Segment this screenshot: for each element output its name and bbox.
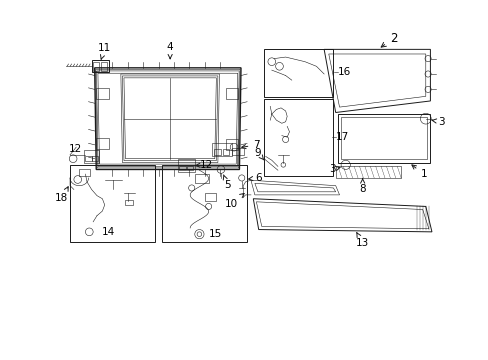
Text: 12: 12 [196, 160, 212, 170]
Bar [162, 165, 246, 242]
Text: 7: 7 [241, 140, 260, 150]
Bar [225, 88, 238, 99]
Text: 16: 16 [337, 67, 350, 77]
Bar [84, 150, 99, 163]
Text: 18: 18 [55, 187, 68, 203]
Text: 13: 13 [355, 233, 368, 248]
Bar [85, 156, 91, 161]
Text: 3: 3 [431, 117, 444, 127]
Text: 6: 6 [248, 173, 261, 183]
Text: 12: 12 [68, 144, 81, 154]
Text: 10: 10 [224, 193, 244, 209]
Text: 9: 9 [254, 148, 264, 160]
Bar [212, 143, 231, 156]
Bar [187, 166, 193, 170]
Bar [222, 149, 229, 155]
Bar [93, 62, 99, 71]
Text: 1: 1 [411, 165, 427, 180]
Bar [231, 148, 244, 155]
Text: 14: 14 [102, 227, 115, 237]
Bar [264, 49, 333, 97]
Bar [101, 62, 107, 71]
Bar [96, 138, 108, 149]
Text: 4: 4 [166, 42, 173, 59]
Text: 8: 8 [359, 179, 365, 194]
Bar [264, 99, 333, 176]
Bar [79, 170, 90, 176]
Bar [96, 88, 108, 99]
Text: 17: 17 [335, 132, 348, 142]
Bar [204, 193, 215, 201]
Text: 3: 3 [328, 165, 339, 175]
Bar [214, 149, 221, 155]
Bar [91, 156, 98, 161]
Bar [225, 139, 238, 150]
Text: 11: 11 [98, 43, 111, 59]
Bar [70, 165, 154, 242]
Bar [194, 174, 208, 183]
Bar [125, 200, 133, 205]
Text: 5: 5 [223, 175, 230, 190]
Text: 15: 15 [208, 229, 222, 239]
Bar [178, 159, 194, 172]
Bar [179, 166, 185, 170]
Bar [91, 60, 108, 72]
Text: 2: 2 [381, 32, 396, 47]
